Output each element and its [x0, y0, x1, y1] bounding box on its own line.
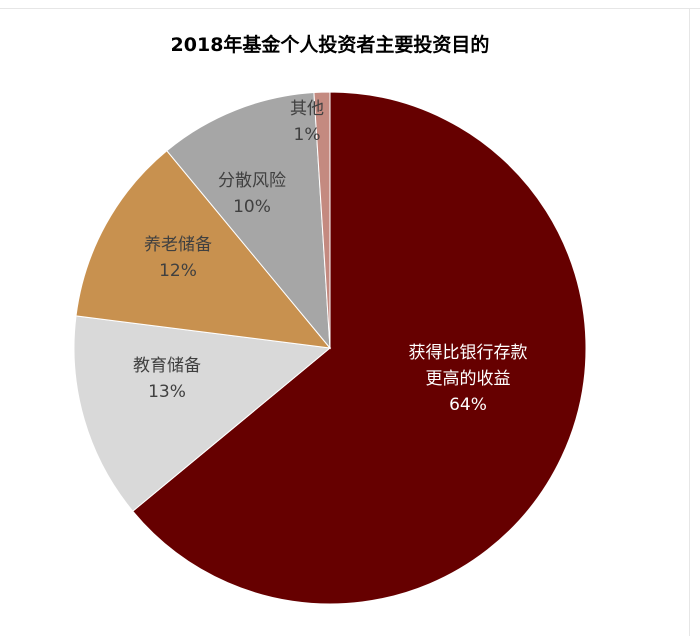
- slice-category-label: 获得比银行存款: [409, 343, 528, 363]
- slice-value-label: 10%: [233, 197, 271, 217]
- slice-category-label: 养老储备: [144, 235, 212, 255]
- slice-category-label: 教育储备: [133, 356, 201, 376]
- label-retirement: 养老储备 12%: [144, 235, 212, 281]
- frame-top-border: [0, 8, 700, 9]
- frame-right-border: [689, 8, 690, 636]
- slice-other: [313, 91, 331, 349]
- slice-category-label: 分散风险: [218, 171, 286, 191]
- slice-value-label: 64%: [449, 395, 487, 415]
- slice-education: [73, 315, 332, 512]
- label-diversify: 分散风险 10%: [218, 171, 286, 217]
- chart-title: 2018年基金个人投资者主要投资目的: [170, 34, 490, 56]
- slice-value-label: 1%: [294, 125, 321, 145]
- slice-value-label: 13%: [148, 382, 186, 402]
- slice-category-label: 更高的收益: [426, 369, 511, 389]
- pie-labels: 获得比银行存款更高的收益 64% 教育储备 13% 养老储备 12% 分散风险 10% 其他 1%: [133, 99, 528, 415]
- slice-value-label: 12%: [159, 261, 197, 281]
- label-other: 其他 1%: [290, 99, 324, 145]
- slice-higher-return: [132, 91, 587, 605]
- label-higher-return: 获得比银行存款更高的收益 64%: [409, 343, 528, 415]
- label-education: 教育储备 13%: [133, 356, 201, 402]
- slice-category-label: 其他: [290, 99, 324, 119]
- slice-retirement: [75, 150, 332, 349]
- slice-diversify: [166, 91, 331, 350]
- pie-slices: [73, 91, 587, 605]
